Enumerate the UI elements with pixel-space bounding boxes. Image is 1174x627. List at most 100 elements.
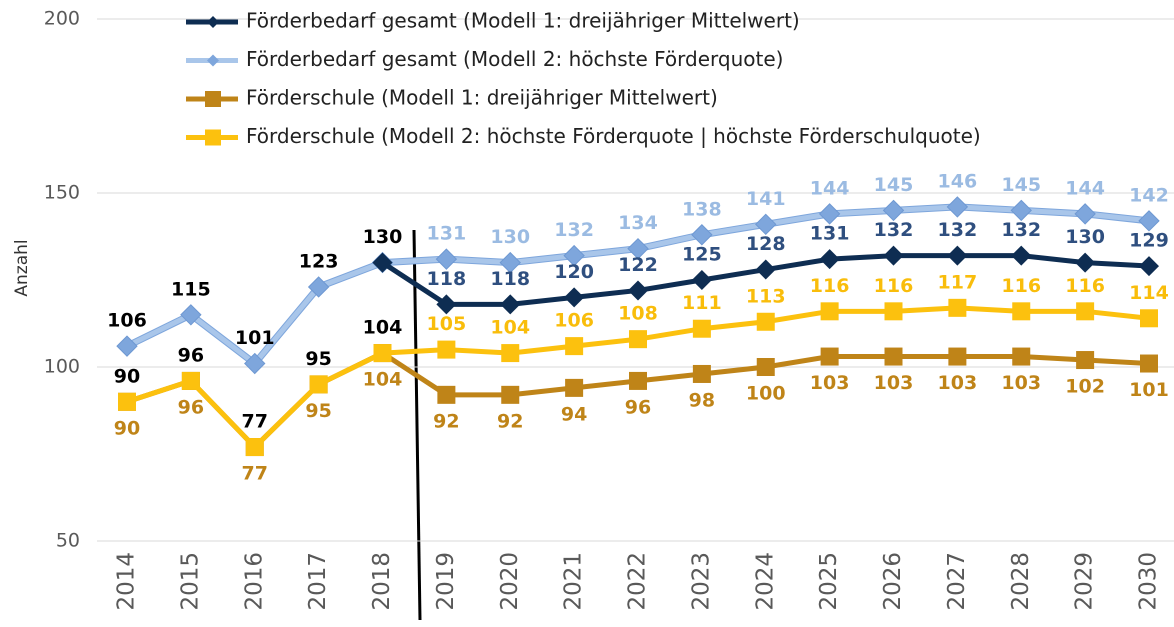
y-tick-label: 200 — [44, 8, 80, 30]
x-tick-label: 2025 — [816, 552, 842, 611]
data-label: 114 — [1129, 282, 1169, 304]
marker — [756, 312, 775, 331]
x-tick-label: 2023 — [688, 552, 714, 611]
data-label: 129 — [1129, 230, 1169, 252]
x-tick-label: 2028 — [1008, 552, 1034, 611]
marker — [946, 196, 969, 218]
data-label: 122 — [618, 254, 658, 276]
data-label: 132 — [1001, 219, 1041, 241]
marker — [244, 352, 266, 375]
data-label: 103 — [810, 372, 850, 394]
data-label: 104 — [363, 369, 403, 391]
data-label: 106 — [554, 310, 594, 332]
data-label: 138 — [682, 198, 722, 220]
marker — [883, 245, 904, 266]
data-label: 132 — [938, 219, 978, 241]
legend-marker — [205, 129, 221, 146]
marker — [565, 337, 584, 356]
data-label: 130 — [1065, 226, 1105, 248]
forecast-divider — [412, 229, 422, 621]
data-label: 108 — [618, 303, 658, 325]
x-tick-label: 2024 — [752, 552, 778, 611]
data-label: 142 — [1129, 184, 1169, 206]
data-label: 146 — [938, 170, 978, 192]
marker — [565, 378, 584, 397]
grid — [97, 18, 1174, 542]
marker — [820, 302, 839, 321]
data-label: 116 — [1065, 275, 1105, 297]
x-tick-label: 2026 — [880, 552, 906, 611]
data-label: 111 — [682, 292, 722, 314]
marker — [1012, 302, 1031, 321]
marker — [947, 245, 968, 266]
x-tick-label: 2016 — [241, 552, 267, 611]
marker — [181, 371, 200, 390]
data-label: 106 — [107, 310, 147, 332]
data-label: 131 — [810, 223, 850, 245]
series: 90 96 77 95 104 105 104 106 108 111 113 116 116 117 11… — [114, 271, 1169, 457]
data-label: 105 — [427, 313, 467, 335]
marker — [564, 287, 585, 308]
marker — [500, 294, 521, 315]
marker — [628, 280, 648, 301]
legend-item: Förderschule (Modell 1: dreijähriger Mit… — [186, 86, 718, 110]
data-label: 92 — [497, 410, 523, 432]
legend-label: Förderschule (Modell 2: höchste Förderqu… — [246, 124, 981, 148]
data-label: 116 — [1001, 275, 1041, 297]
marker — [882, 199, 905, 222]
marker — [629, 371, 647, 390]
data-label: 102 — [1065, 376, 1105, 398]
data-label: 118 — [427, 268, 467, 290]
legend-marker — [207, 16, 219, 28]
data-label: 113 — [746, 285, 786, 307]
legend-label: Förderbedarf gesamt (Modell 2: höchste F… — [246, 47, 783, 71]
data-label: 141 — [746, 188, 786, 210]
marker — [563, 244, 585, 267]
x-tick-label: 2014 — [114, 552, 140, 611]
marker — [1075, 252, 1096, 273]
data-label: 101 — [1129, 379, 1169, 401]
marker — [501, 385, 520, 404]
marker — [436, 294, 457, 315]
marker — [1076, 351, 1095, 370]
data-label: 123 — [299, 250, 339, 272]
data-label: 128 — [746, 233, 786, 255]
marker — [1010, 199, 1032, 222]
legend-label: Förderschule (Modell 1: dreijähriger Mit… — [246, 86, 718, 110]
data-label: 98 — [689, 389, 715, 411]
marker — [1011, 245, 1032, 266]
x-tick-label: 2017 — [305, 552, 331, 611]
legend-marker — [207, 54, 219, 67]
x-tick-label: 2018 — [369, 552, 395, 611]
data-label: 100 — [746, 383, 786, 405]
marker — [948, 298, 967, 317]
legend-item: Förderbedarf gesamt (Modell 2: höchste F… — [186, 47, 783, 71]
marker — [1138, 210, 1160, 232]
x-tick-label: 2030 — [1136, 552, 1162, 611]
data-label: 95 — [305, 400, 331, 422]
marker — [627, 237, 649, 260]
marker — [818, 203, 841, 225]
marker — [884, 347, 903, 366]
data-label: 144 — [1065, 177, 1105, 199]
marker — [435, 248, 458, 270]
marker — [1076, 302, 1095, 321]
legend-item: Förderbedarf gesamt (Modell 1: dreijähri… — [186, 9, 800, 33]
x-tick-label: 2029 — [1072, 552, 1098, 611]
data-label: 117 — [938, 271, 978, 293]
marker — [499, 251, 521, 274]
series: 118 118 120 122 125 128 131 132 132 132 130 129 — [372, 219, 1169, 315]
marker — [501, 344, 520, 363]
y-axis-label: Anzahl — [12, 239, 32, 296]
data-label: 134 — [618, 212, 658, 234]
data-label: 130 — [490, 226, 530, 248]
data-label: 77 — [242, 463, 268, 485]
y-tick-label: 150 — [44, 182, 80, 204]
data-label: 131 — [427, 223, 467, 245]
data-label: 115 — [171, 278, 211, 300]
legend-label: Förderbedarf gesamt (Modell 1: dreijähri… — [246, 9, 800, 33]
marker — [1139, 256, 1159, 277]
marker — [691, 224, 713, 246]
data-label: 90 — [114, 417, 140, 439]
